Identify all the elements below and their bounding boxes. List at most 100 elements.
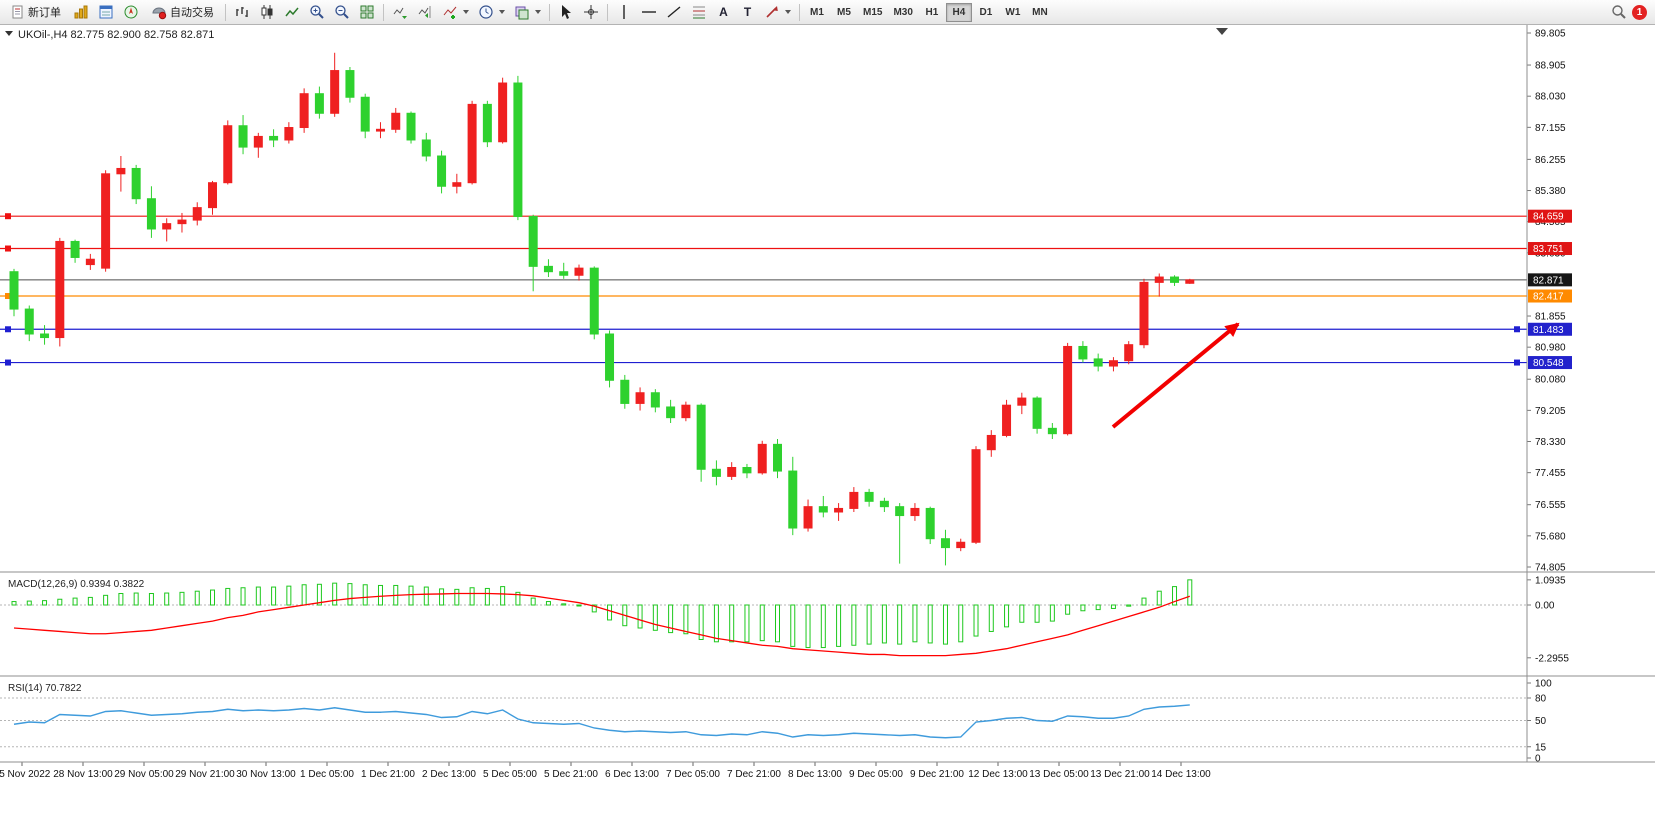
trend-arrow[interactable]: [1111, 322, 1240, 429]
macd-histogram-bar: [530, 597, 536, 606]
text-tool-icon: A: [719, 5, 728, 19]
chart-shift-button[interactable]: [413, 2, 437, 23]
time-axis-label: 1 Dec 05:00: [300, 769, 354, 780]
macd-histogram-bar: [194, 590, 200, 606]
price-axis-label: 77.455: [1535, 468, 1566, 479]
timeframe-m15-button[interactable]: M15: [863, 6, 883, 18]
auto-scroll-button[interactable]: [388, 2, 412, 23]
bar-chart-button[interactable]: [230, 2, 254, 23]
line-handle[interactable]: [1514, 359, 1520, 366]
fibonacci-button[interactable]: [687, 2, 711, 23]
candle-body: [849, 491, 859, 509]
candle-body: [177, 219, 187, 225]
chart-shift-marker[interactable]: [1216, 28, 1228, 35]
timeframe-d1-button[interactable]: D1: [979, 6, 993, 18]
macd-histogram-bar: [759, 604, 765, 642]
candle-body: [971, 449, 981, 543]
timeframe-h4-button[interactable]: H4: [945, 2, 972, 22]
macd-histogram-bar: [179, 591, 185, 606]
chart-canvas[interactable]: 1.0935 0.00 -2.2955 100 80 50 150 89.805 88.90…: [0, 25, 1655, 826]
macd-histogram-bar: [942, 604, 948, 645]
macd-histogram-bar: [668, 604, 674, 634]
macd-histogram-bar: [683, 604, 689, 635]
autotrading-button[interactable]: 自动交易: [144, 2, 221, 23]
toolbar-separator: [799, 3, 800, 21]
line-handle[interactable]: [5, 213, 11, 220]
market-watch-button[interactable]: [69, 2, 93, 23]
price-axis-label: 74.805: [1535, 563, 1566, 574]
chevron-down-icon: [499, 10, 505, 14]
periods-button[interactable]: [474, 2, 509, 23]
line-chart-button[interactable]: [280, 2, 304, 23]
timeframe-h1-button[interactable]: H1: [925, 6, 939, 18]
tile-windows-button[interactable]: [355, 2, 379, 23]
candlestick-chart-button[interactable]: [255, 2, 279, 23]
new-order-button[interactable]: 新订单: [4, 2, 68, 23]
macd-histogram-bar: [988, 604, 994, 632]
timeframe-m1-button[interactable]: M1: [810, 6, 824, 18]
price-axis-label: 88.905: [1535, 61, 1566, 72]
autotrading-icon: [152, 7, 167, 20]
candle-body: [24, 308, 34, 335]
rsi-panel-series: 100 80 50 150: [0, 679, 1552, 765]
candle-body: [55, 240, 65, 339]
candle-body: [345, 70, 355, 98]
horizontal-line-objects[interactable]: [0, 213, 1527, 366]
trend-arrow-object[interactable]: [1111, 322, 1240, 429]
macd-histogram-bar: [1126, 604, 1132, 607]
symbol-dropdown-triangle[interactable]: [5, 31, 13, 36]
candle-body: [1154, 276, 1164, 283]
time-axis-label: 14 Dec 13:00: [1151, 769, 1211, 780]
chevron-down-icon: [785, 10, 791, 14]
rsi-axis-label: 80: [1535, 694, 1547, 705]
zoom-in-button[interactable]: [305, 2, 329, 23]
trendline-icon: [667, 6, 681, 18]
indicators-button[interactable]: [438, 2, 473, 23]
templates-button[interactable]: [510, 2, 545, 23]
text-tool-button[interactable]: A: [712, 2, 735, 23]
timeframe-m5-button[interactable]: M5: [837, 6, 851, 18]
line-handle[interactable]: [1514, 326, 1520, 333]
line-handle[interactable]: [5, 326, 11, 333]
text-label-tool-button[interactable]: T: [736, 2, 759, 23]
data-window-button[interactable]: [94, 2, 118, 23]
rsi-label: RSI(14) 70.7822: [8, 683, 82, 694]
price-axis-label: 78.330: [1535, 437, 1566, 448]
time-axis-label: 13 Dec 21:00: [1090, 769, 1150, 780]
search-button[interactable]: [1607, 2, 1631, 23]
rsi-line: [13, 704, 1190, 739]
line-handle[interactable]: [5, 245, 11, 252]
crosshair-button[interactable]: [579, 2, 603, 23]
vertical-line-button[interactable]: [612, 2, 636, 23]
price-badge: [1528, 356, 1572, 370]
navigator-button[interactable]: [119, 2, 143, 23]
timeframe-m30-button[interactable]: M30: [893, 6, 913, 18]
candle-body: [330, 70, 340, 114]
candle-body: [314, 93, 324, 114]
timeframe-mn-button[interactable]: MN: [1032, 6, 1048, 18]
macd-histogram-bar: [1049, 604, 1055, 622]
candle-body: [9, 271, 19, 310]
macd-histogram-bar: [897, 604, 903, 645]
arrows-tool-button[interactable]: [760, 2, 795, 23]
macd-histogram-bar: [103, 594, 109, 606]
cursor-button[interactable]: [554, 2, 578, 23]
macd-histogram-bar: [927, 604, 933, 644]
trendline-button[interactable]: [662, 2, 686, 23]
notification-badge[interactable]: 1: [1632, 4, 1647, 20]
macd-histogram-bar: [713, 604, 719, 643]
time-axis-label: 7 Dec 05:00: [666, 769, 720, 780]
line-handle[interactable]: [5, 293, 11, 300]
price-axis-label: 76.555: [1535, 500, 1566, 511]
zoom-out-button[interactable]: [330, 2, 354, 23]
candle-body: [589, 267, 599, 335]
price-badge: [1528, 273, 1572, 287]
timeframe-w1-button[interactable]: W1: [1005, 6, 1021, 18]
horizontal-line-button[interactable]: [637, 2, 661, 23]
macd-histogram-bar: [301, 584, 307, 606]
line-handle[interactable]: [5, 359, 11, 366]
candle-body: [788, 470, 798, 529]
toolbar-separator: [549, 3, 550, 21]
price-badge-label: 82.417: [1533, 292, 1564, 303]
candle-body: [1139, 281, 1149, 346]
